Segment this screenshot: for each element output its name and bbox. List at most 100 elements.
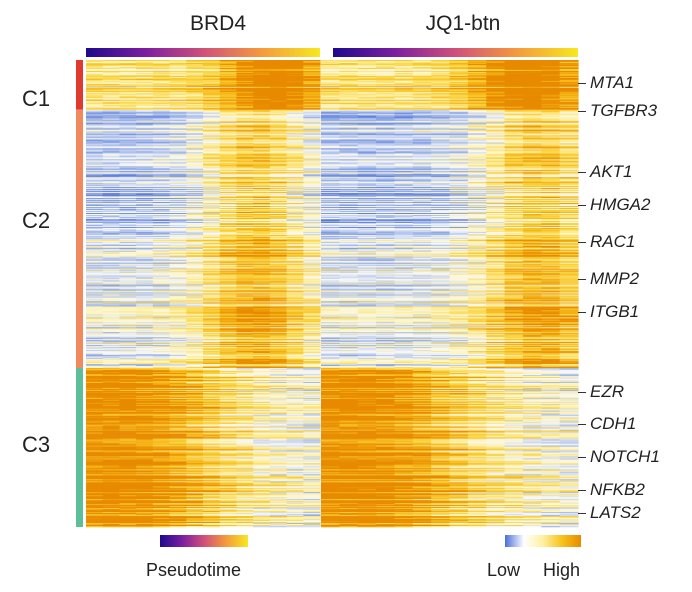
heatmap-cell [286,195,304,197]
heatmap-cell [152,117,171,119]
heatmap-cell [102,122,121,124]
heatmap-cell [102,196,121,198]
heatmap-cell [86,133,104,135]
heatmap-cell [486,178,506,180]
heatmap-cell [269,176,288,178]
heatmap-cell [541,160,561,162]
heatmap-cell [152,159,171,161]
heatmap-cell [541,133,561,135]
heatmap-cell [541,197,561,199]
heatmap-cell [203,186,221,188]
heatmap-cell [541,98,561,101]
heatmap-cell [431,115,451,117]
heatmap-cell [449,190,469,192]
heatmap-cell [541,88,561,91]
heatmap-cell [152,120,171,122]
heatmap-cell [286,100,304,103]
heatmap-cell [86,104,104,106]
heatmap-cell [559,216,579,218]
heatmap-cell [449,92,469,95]
heatmap-cell [269,119,288,121]
heatmap-cell [119,138,137,140]
heatmap-cell [467,168,487,170]
heatmap-cell [321,174,340,176]
heatmap-cell [541,87,561,90]
heatmap-cell [169,133,187,135]
heatmap-cell [486,195,506,197]
heatmap-cell [449,66,469,69]
heatmap-cell [394,148,414,150]
heatmap-cell [269,214,288,216]
heatmap-cell [186,153,204,155]
heatmap-cell [541,196,561,198]
heatmap-cell [522,70,542,73]
heatmap-cell [303,157,321,159]
heatmap-cell [357,164,377,166]
heatmap-cell [394,68,414,71]
heatmap-cell [541,158,561,160]
heatmap-cell [541,135,561,137]
heatmap-cell [169,158,187,160]
heatmap-cell [136,105,154,107]
heatmap-cell [504,71,524,74]
heatmap-cell [467,120,487,122]
heatmap-cell [412,165,432,167]
heatmap-cell [357,101,377,104]
heatmap-cell [303,190,321,192]
heatmap-cell [559,196,579,198]
heatmap-cell [376,81,396,84]
heatmap-cell [269,172,288,174]
heatmap-cell [467,184,487,186]
heatmap-cell [467,209,487,211]
heatmap-cell [431,190,451,192]
heatmap-cell [467,149,487,151]
heatmap-cell [431,211,451,213]
heatmap-cell [303,80,321,83]
heatmap-cell [449,207,469,209]
heatmap-cell [303,154,321,156]
heatmap-cell [339,128,359,130]
heatmap-cell [412,71,432,74]
heatmap-cell [431,139,451,141]
heatmap-cell [504,157,524,159]
heatmap-cell [286,196,304,198]
heatmap-cell [522,210,542,212]
heatmap-cell [136,187,154,189]
heatmap-cell [169,150,187,152]
heatmap-cell [449,187,469,189]
heatmap-cell [339,211,359,213]
heatmap-cell [269,157,288,159]
heatmap-cell [136,207,154,209]
heatmap-cell [136,73,154,76]
heatmap-cell [203,71,221,74]
heatmap-cell [541,215,561,217]
heatmap-cell [186,74,204,77]
heatmap-cell [269,203,288,205]
heatmap-cell [286,128,304,130]
heatmap-cell [286,86,304,89]
heatmap-cell [504,213,524,215]
heatmap-cell [504,136,524,138]
heatmap-cell [119,69,137,72]
heatmap-cell [152,157,171,159]
heatmap-cell [467,83,487,86]
heatmap-cell [203,144,221,146]
heatmap-cell [152,197,171,199]
heatmap-cell [203,177,221,179]
heatmap-cell [152,83,171,86]
heatmap-cell [431,201,451,203]
heatmap-cell [522,150,542,152]
heatmap-cell [412,198,432,200]
heatmap-cell [186,176,204,178]
heatmap-cell [486,110,506,112]
heatmap-cell [486,69,506,72]
heatmap-cell [86,168,104,170]
heatmap-cell [102,157,121,159]
heatmap-cell [449,158,469,160]
heatmap-cell [541,187,561,189]
heatmap-cell [269,210,288,212]
heatmap-cell [559,172,579,174]
heatmap-cell [541,204,561,206]
heatmap-cell [339,175,359,177]
heatmap-cell [394,213,414,215]
